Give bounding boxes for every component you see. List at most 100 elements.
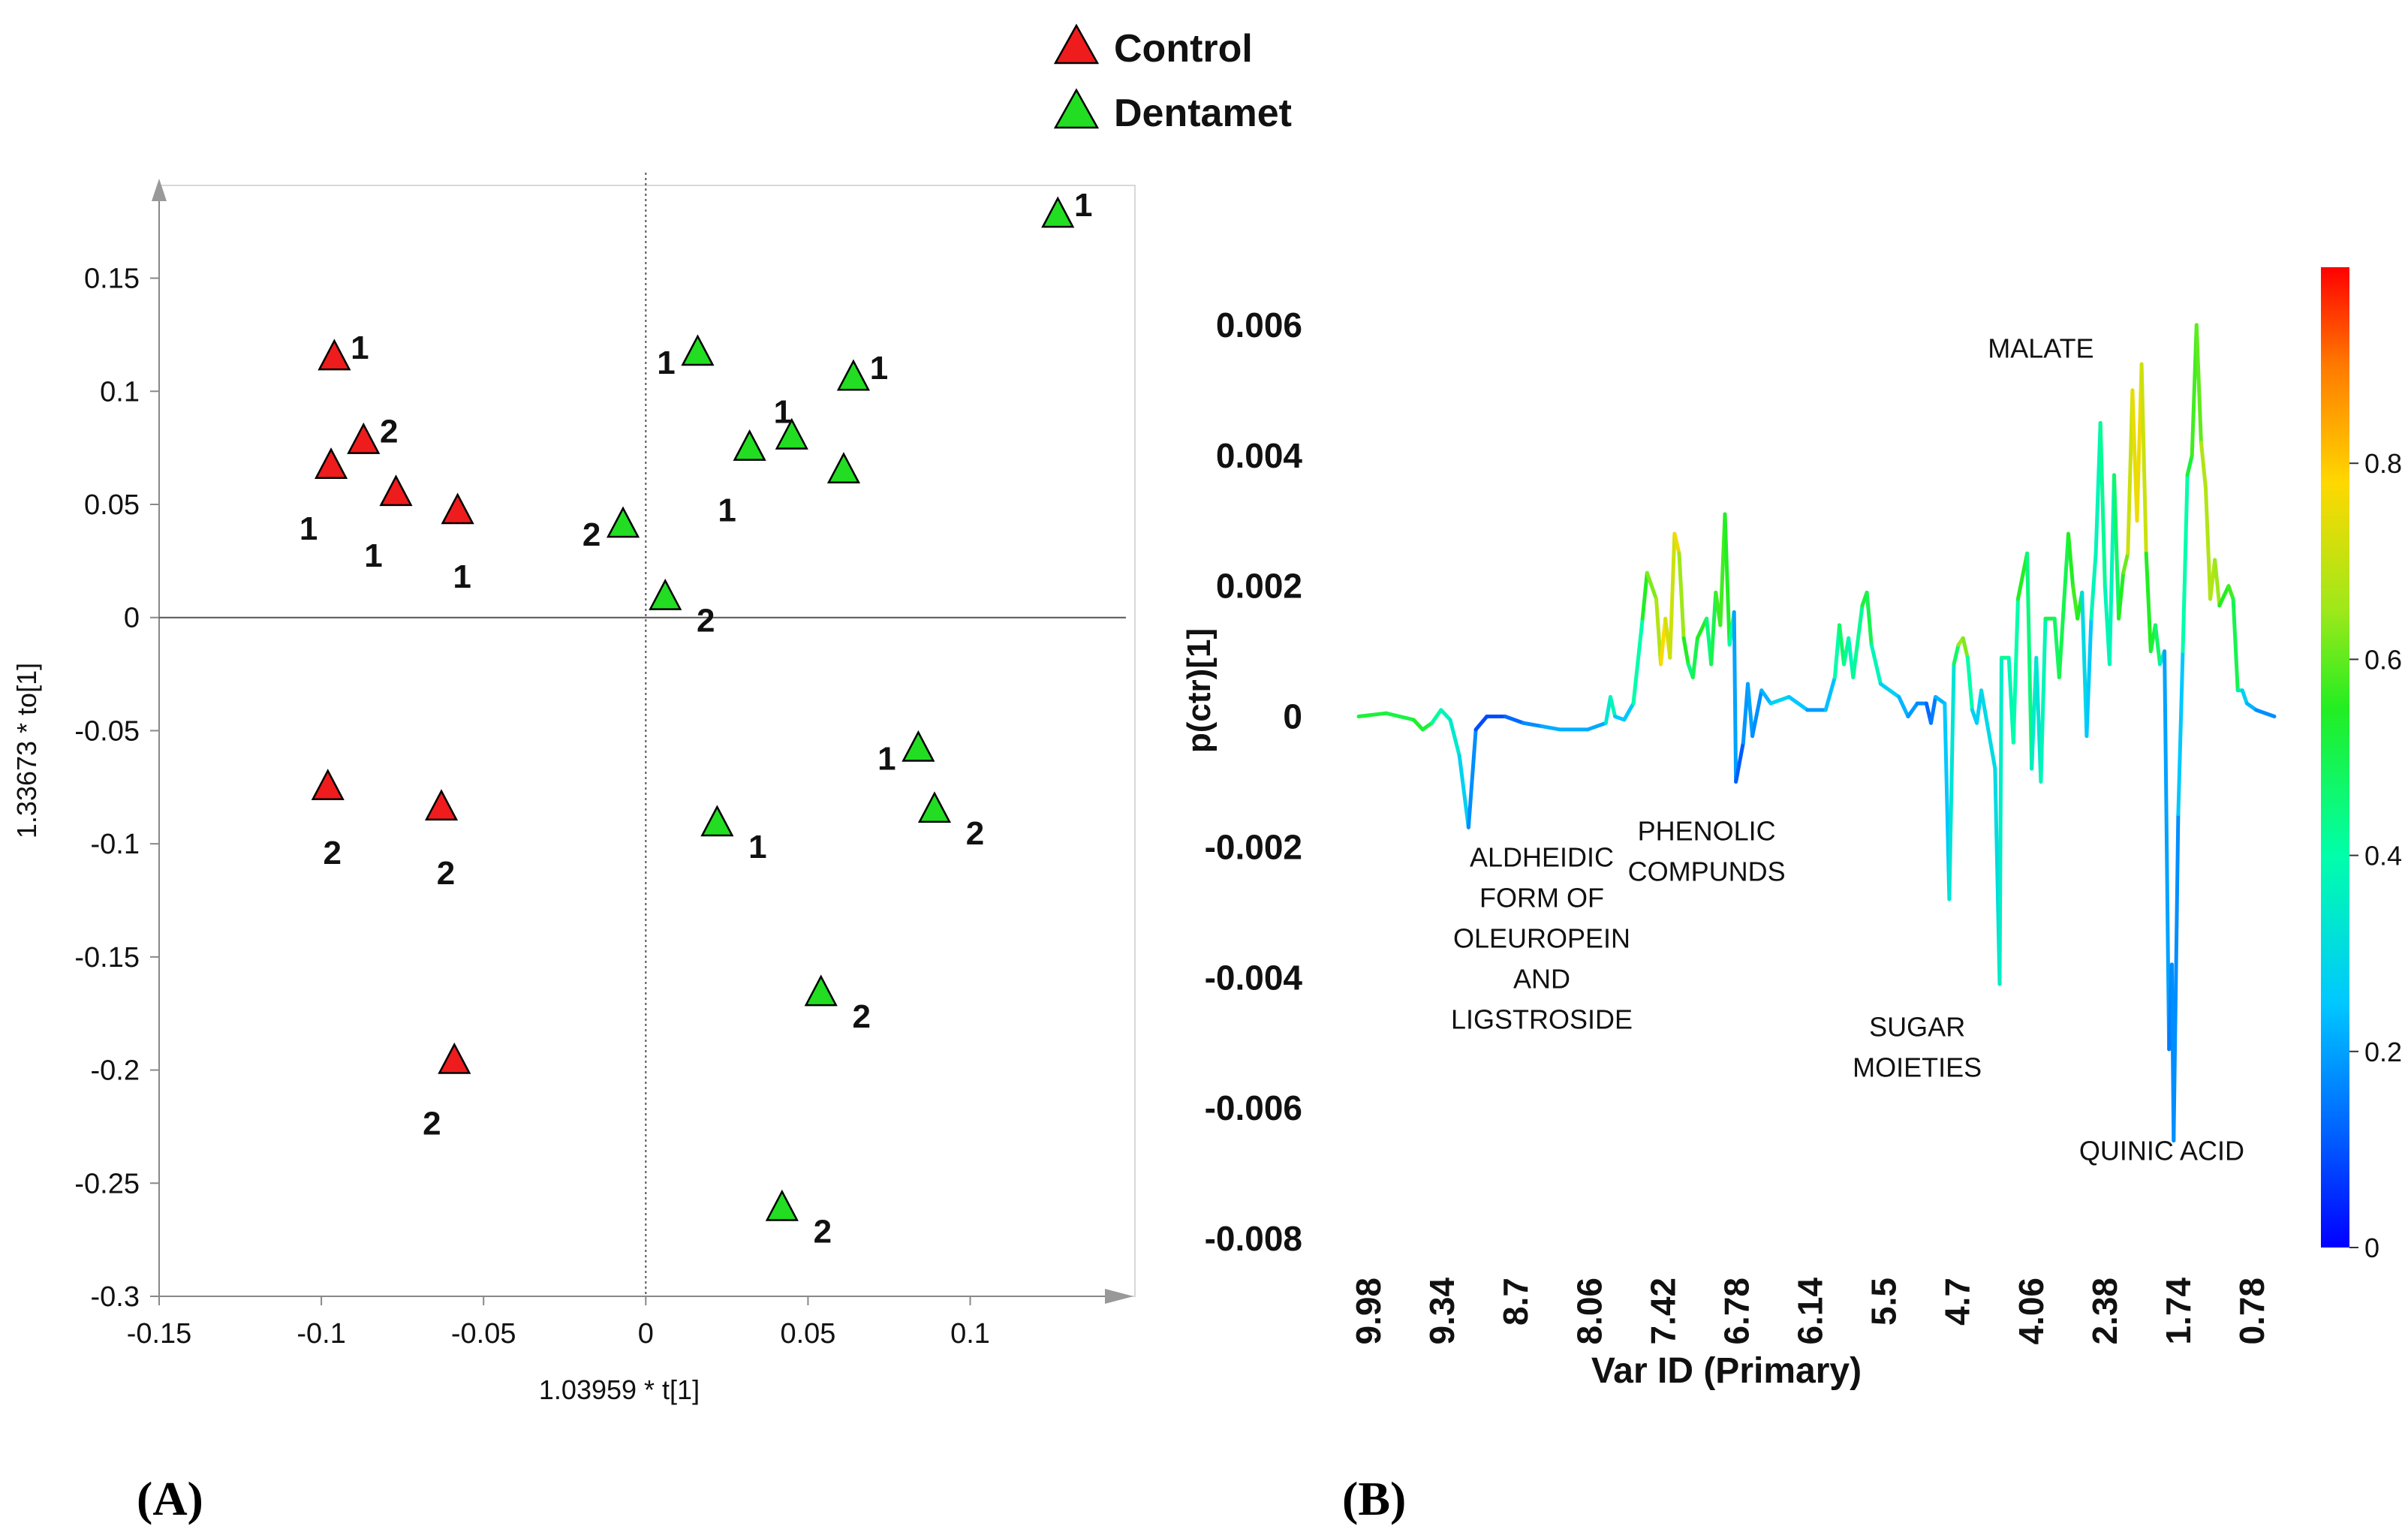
loading-line-segment xyxy=(1457,754,1470,829)
loading-line-segment xyxy=(1439,708,1452,722)
loading-line-segment xyxy=(2185,453,2194,477)
scatter-point-dentamet xyxy=(765,1189,799,1221)
scatter-point-control xyxy=(318,339,351,371)
point-label: 2 xyxy=(437,855,455,892)
loading-line-segment xyxy=(1759,688,1773,706)
loading-line-segment xyxy=(2231,597,2240,693)
scatter-point-control xyxy=(315,447,348,480)
y-tick-label: 0 xyxy=(124,603,140,634)
x-tick-label: 2.38 xyxy=(2085,1278,2124,1345)
loading-line-segment xyxy=(2194,323,2203,444)
scatter-point-control xyxy=(311,769,345,801)
legend: Control Dentamet xyxy=(1053,23,1292,135)
annotation-text: AND xyxy=(1513,963,1570,994)
loading-line-segment xyxy=(1645,570,1658,601)
loading-line-segment xyxy=(1356,711,1389,719)
loading-line-segment xyxy=(1466,727,1478,829)
point-label: 2 xyxy=(814,1213,832,1250)
legend-control-marker xyxy=(1053,23,1100,65)
loading-line-segment xyxy=(1947,662,1956,901)
y-tick-label: 0.002 xyxy=(1216,567,1302,606)
loading-line-segment xyxy=(1878,682,1901,699)
x-tick-label: 0.78 xyxy=(2232,1278,2271,1345)
point-label: 1 xyxy=(1074,187,1092,224)
x-tick-label: 0.05 xyxy=(780,1318,835,1350)
score-plot-frame xyxy=(158,185,1136,1297)
scatter-point-control xyxy=(438,1042,471,1074)
loading-line-segment xyxy=(1540,724,1562,732)
x-tick-label: 8.7 xyxy=(1496,1278,1535,1326)
loading-line-segment xyxy=(2057,531,2070,679)
loading-line-segment xyxy=(2240,688,2249,706)
colorbar-tick-label: 0 xyxy=(2364,1233,2379,1263)
loading-line-segment xyxy=(1585,721,1608,732)
loading-line-segment xyxy=(1609,694,1618,719)
loading-line-segment xyxy=(2117,570,2126,621)
scatter-point-dentamet xyxy=(700,805,734,837)
annotation-text: QUINIC ACID xyxy=(2079,1136,2244,1166)
loading-plot-ticks: 0.006 0.004 0.002 0 -0.002 -0.004 -0.006 -0.008… xyxy=(1205,305,2271,1345)
x-tick-label: 8.06 xyxy=(1570,1278,1609,1345)
point-label: 1 xyxy=(748,829,766,865)
x-tick-label: -0.1 xyxy=(296,1318,345,1350)
loading-line-segment xyxy=(1631,616,1645,706)
point-label: 1 xyxy=(657,345,675,381)
point-label: 2 xyxy=(380,414,398,450)
scatter-point-dentamet xyxy=(649,578,682,610)
scatter-point-dentamet xyxy=(826,452,861,484)
loading-line-segment xyxy=(1838,623,1847,667)
loading-line-segment xyxy=(2176,649,2185,817)
loading-line-segment xyxy=(1384,711,1416,722)
x-tick-label: -0.15 xyxy=(127,1318,192,1350)
point-label: 1 xyxy=(718,492,736,529)
loading-line-segment xyxy=(1979,688,1993,745)
y-tick-label: 0.006 xyxy=(1216,305,1302,345)
scatter-point-dentamet xyxy=(1041,196,1075,228)
loading-plot-ylabel: p(ctr)[1] xyxy=(1181,628,1218,753)
loading-line-segment xyxy=(2254,708,2277,719)
point-label: 1 xyxy=(364,537,382,574)
y-axis-arrow-icon xyxy=(152,179,167,201)
scatter-point-dentamet xyxy=(917,791,952,823)
loading-line-segment xyxy=(1503,715,1526,725)
annotation-text: OLEUROPEIN xyxy=(1453,923,1630,953)
scatter-point-dentamet xyxy=(836,359,871,391)
loading-line-segment xyxy=(2144,551,2153,654)
scatter-point-control xyxy=(347,422,381,454)
legend-control-label: Control xyxy=(1114,27,1253,71)
loading-line-segment xyxy=(1690,636,1699,679)
x-tick-label: 4.06 xyxy=(2012,1278,2051,1345)
scatter-point-control xyxy=(424,789,459,821)
x-tick-label: 0.1 xyxy=(950,1318,990,1350)
loading-line-segment xyxy=(1906,701,1919,719)
annotation-text: COMPUNDS xyxy=(1628,856,1786,887)
colorbar-tick-label: 0.6 xyxy=(2364,644,2402,675)
loading-line-segment xyxy=(1786,694,1810,712)
score-plot-ticks: -0.15 -0.1 -0.05 0 0.05 0.1 0.15 0.1 0.05 0 -0.05 -… xyxy=(74,263,990,1350)
loading-line-segment xyxy=(1823,675,1837,712)
point-label: 1 xyxy=(870,350,888,387)
loading-line-segment xyxy=(1672,531,1681,555)
loading-plot: 0.006 0.004 0.002 0 -0.002 -0.004 -0.006 -0.008… xyxy=(1181,267,2402,1525)
x-tick-label: -0.05 xyxy=(451,1318,516,1350)
annotation-text: ALDHEIDIC xyxy=(1470,841,1614,872)
loading-line-segment xyxy=(2172,812,2181,1143)
point-label: 1 xyxy=(299,510,318,547)
point-label: 1 xyxy=(877,741,895,778)
x-tick-label: 0 xyxy=(638,1318,654,1350)
x-tick-label: 9.34 xyxy=(1422,1278,1461,1345)
point-label: 1 xyxy=(453,558,471,595)
loading-line-segment xyxy=(1865,590,1874,647)
loading-line-segment xyxy=(1851,603,1865,679)
x-tick-label: 5.5 xyxy=(1865,1278,1904,1326)
colorbar-tick-label: 0.2 xyxy=(2364,1037,2402,1067)
loading-line-segment xyxy=(2217,584,2231,608)
y-tick-label: 0 xyxy=(1283,697,1302,736)
y-tick-label: -0.004 xyxy=(1205,958,1303,997)
loading-line-segment xyxy=(1411,718,1425,732)
x-tick-label: 6.78 xyxy=(1717,1278,1756,1345)
loading-line-segment xyxy=(1622,701,1636,722)
y-tick-label: -0.006 xyxy=(1205,1088,1302,1127)
loading-line-segment xyxy=(2084,616,2093,739)
